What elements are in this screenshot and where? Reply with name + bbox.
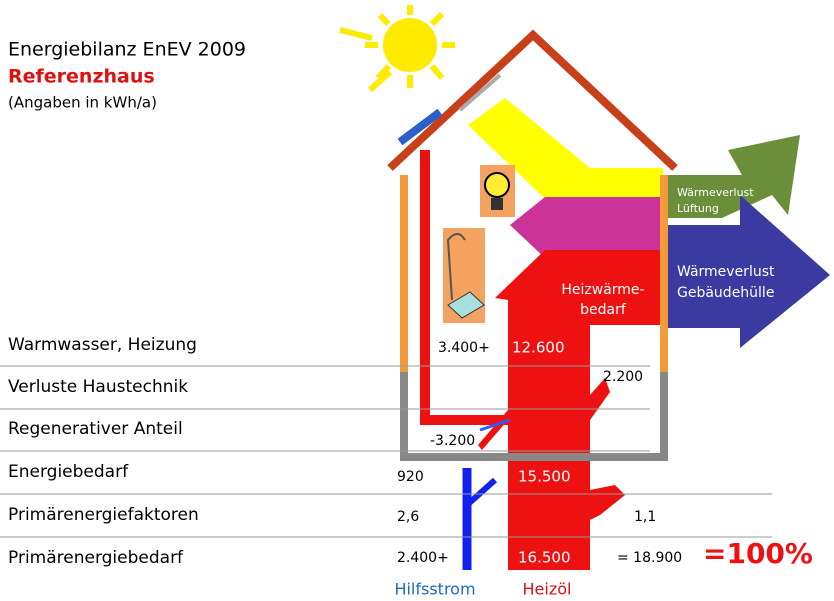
row-label: Warmwasser, Heizung <box>8 335 197 355</box>
flow-label: Gebäudehülle <box>677 285 774 301</box>
percent: =100% <box>703 537 813 570</box>
value: -3.200 <box>430 433 475 449</box>
value: 3.400+ <box>438 340 490 356</box>
flow-label: Wärmeverlust <box>677 264 775 280</box>
lightbulb <box>485 173 509 197</box>
flow-label: Wärmeverlust <box>677 186 754 199</box>
subtitle: Referenzhaus <box>8 66 155 88</box>
value: 12.600 <box>512 339 565 357</box>
note: (Angaben in kWh/a) <box>8 94 157 112</box>
value: 920 <box>397 469 424 485</box>
sun <box>340 5 455 90</box>
energy-diagram: Energiebilanz EnEV 2009 Referenzhaus (An… <box>0 0 834 601</box>
flow-label: bedarf <box>580 302 627 318</box>
value: 2.400+ <box>397 550 449 566</box>
value: = 18.900 <box>617 550 682 566</box>
value: 2.200 <box>603 369 643 385</box>
title: Energiebilanz EnEV 2009 <box>8 39 246 61</box>
legend-label: Hilfsstrom <box>394 580 475 599</box>
value: 16.500 <box>518 549 571 567</box>
row-label: Energiebedarf <box>8 462 129 482</box>
flow-label: Lüftung <box>677 202 719 215</box>
flow-label: Heizwärme- <box>561 282 644 298</box>
value: 15.500 <box>518 468 571 486</box>
row-label: Primärenergiebedarf <box>8 548 184 568</box>
row-label: Verluste Haustechnik <box>8 377 188 397</box>
lightbulb-base <box>491 198 503 210</box>
legend-label: Heizöl <box>523 580 572 599</box>
value: 1,1 <box>634 509 656 525</box>
row-label: Primärenergiefaktoren <box>8 505 199 525</box>
value: 2,6 <box>397 509 419 525</box>
row-label: Regenerativer Anteil <box>8 419 183 439</box>
ventilation-band <box>510 197 663 258</box>
